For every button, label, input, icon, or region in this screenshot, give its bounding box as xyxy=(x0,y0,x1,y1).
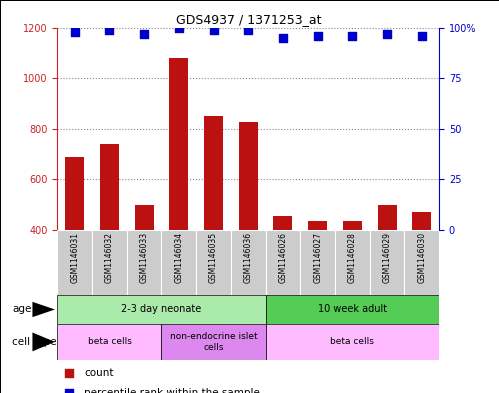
Bar xyxy=(92,230,127,295)
Bar xyxy=(265,230,300,295)
Bar xyxy=(204,116,223,230)
Text: GSM1146031: GSM1146031 xyxy=(70,232,79,283)
Bar xyxy=(412,212,431,230)
Point xyxy=(65,390,73,393)
Bar xyxy=(162,230,196,295)
Text: GSM1146033: GSM1146033 xyxy=(140,232,149,283)
Polygon shape xyxy=(32,332,55,351)
Point xyxy=(105,26,113,33)
Point xyxy=(383,30,391,37)
Bar xyxy=(404,230,439,295)
Point xyxy=(418,33,426,39)
Text: GSM1146026: GSM1146026 xyxy=(278,232,287,283)
Text: beta cells: beta cells xyxy=(87,338,131,346)
Bar xyxy=(273,216,292,230)
Bar xyxy=(169,58,189,230)
Text: cell type: cell type xyxy=(12,337,57,347)
Bar xyxy=(300,230,335,295)
Text: GSM1146028: GSM1146028 xyxy=(348,232,357,283)
Bar xyxy=(57,230,92,295)
Bar xyxy=(343,221,362,230)
Point xyxy=(210,26,218,33)
Text: count: count xyxy=(84,368,114,378)
Bar xyxy=(162,324,265,360)
Point xyxy=(65,370,73,376)
Polygon shape xyxy=(32,302,55,317)
Point xyxy=(140,30,148,37)
Point xyxy=(314,33,322,39)
Text: GSM1146034: GSM1146034 xyxy=(174,232,183,283)
Bar xyxy=(265,324,439,360)
Text: percentile rank within the sample: percentile rank within the sample xyxy=(84,388,260,393)
Bar xyxy=(57,324,162,360)
Text: GSM1146030: GSM1146030 xyxy=(417,232,426,283)
Point xyxy=(175,24,183,31)
Bar xyxy=(335,230,370,295)
Text: GSM1146036: GSM1146036 xyxy=(244,232,253,283)
Bar xyxy=(127,230,162,295)
Text: GSM1146029: GSM1146029 xyxy=(383,232,392,283)
Bar xyxy=(231,230,265,295)
Text: beta cells: beta cells xyxy=(330,338,374,346)
Bar xyxy=(65,156,84,230)
Point xyxy=(244,26,252,33)
Point xyxy=(71,28,79,35)
Bar xyxy=(135,205,154,230)
Text: GSM1146035: GSM1146035 xyxy=(209,232,218,283)
Bar xyxy=(100,144,119,230)
Text: age: age xyxy=(12,305,32,314)
Point xyxy=(348,33,356,39)
Bar xyxy=(57,295,265,324)
Title: GDS4937 / 1371253_at: GDS4937 / 1371253_at xyxy=(176,13,321,26)
Text: GSM1146027: GSM1146027 xyxy=(313,232,322,283)
Bar xyxy=(265,295,439,324)
Point xyxy=(279,35,287,41)
Text: 2-3 day neonate: 2-3 day neonate xyxy=(121,305,202,314)
Bar xyxy=(308,221,327,230)
Bar xyxy=(370,230,404,295)
Text: 10 week adult: 10 week adult xyxy=(318,305,387,314)
Text: non-endocrine islet
cells: non-endocrine islet cells xyxy=(170,332,257,352)
Bar xyxy=(196,230,231,295)
Text: GSM1146032: GSM1146032 xyxy=(105,232,114,283)
Bar xyxy=(378,205,397,230)
Bar xyxy=(239,122,258,230)
